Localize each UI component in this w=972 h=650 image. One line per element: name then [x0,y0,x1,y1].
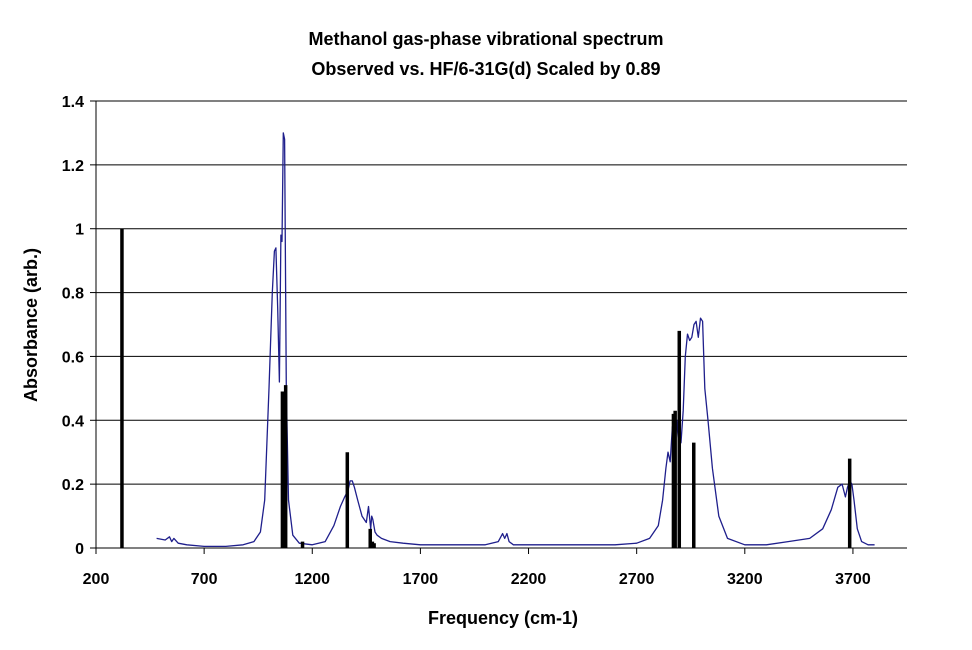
y-tick-label: 0 [75,541,84,558]
x-tick-label: 700 [191,571,218,588]
y-tick-label: 1.2 [62,158,84,175]
y-tick-label: 0.4 [62,413,84,430]
x-tick-label: 3200 [727,571,763,588]
x-axis-label: Frequency (cm-1) [428,608,578,628]
x-tick-label: 3700 [835,571,871,588]
x-tick-label: 1200 [294,571,330,588]
observed-spectrum-line [156,132,875,548]
x-tick-label: 200 [83,571,110,588]
plot-area [120,132,875,548]
x-tick-label: 2200 [511,571,547,588]
y-axis-label: Absorbance (arb.) [21,248,41,402]
y-tick-label: 0.2 [62,477,84,494]
y-tick-label: 1.4 [62,94,84,111]
y-tick-label: 0.6 [62,349,84,366]
y-tick-label: 0.8 [62,286,84,303]
grid-lines [96,100,907,485]
axes: 0 0.2 0.4 0.6 0.8 1 1.2 1.4 200 700 1200 1700 2200 27… [62,94,907,588]
x-tick-label: 2700 [619,571,655,588]
y-tick-label: 1 [75,222,84,239]
x-tick-label: 1700 [403,571,439,588]
chart-title: Methanol gas-phase vibrational spectrum [308,29,663,49]
chart-subtitle: Observed vs. HF/6-31G(d) Scaled by 0.89 [311,59,660,79]
